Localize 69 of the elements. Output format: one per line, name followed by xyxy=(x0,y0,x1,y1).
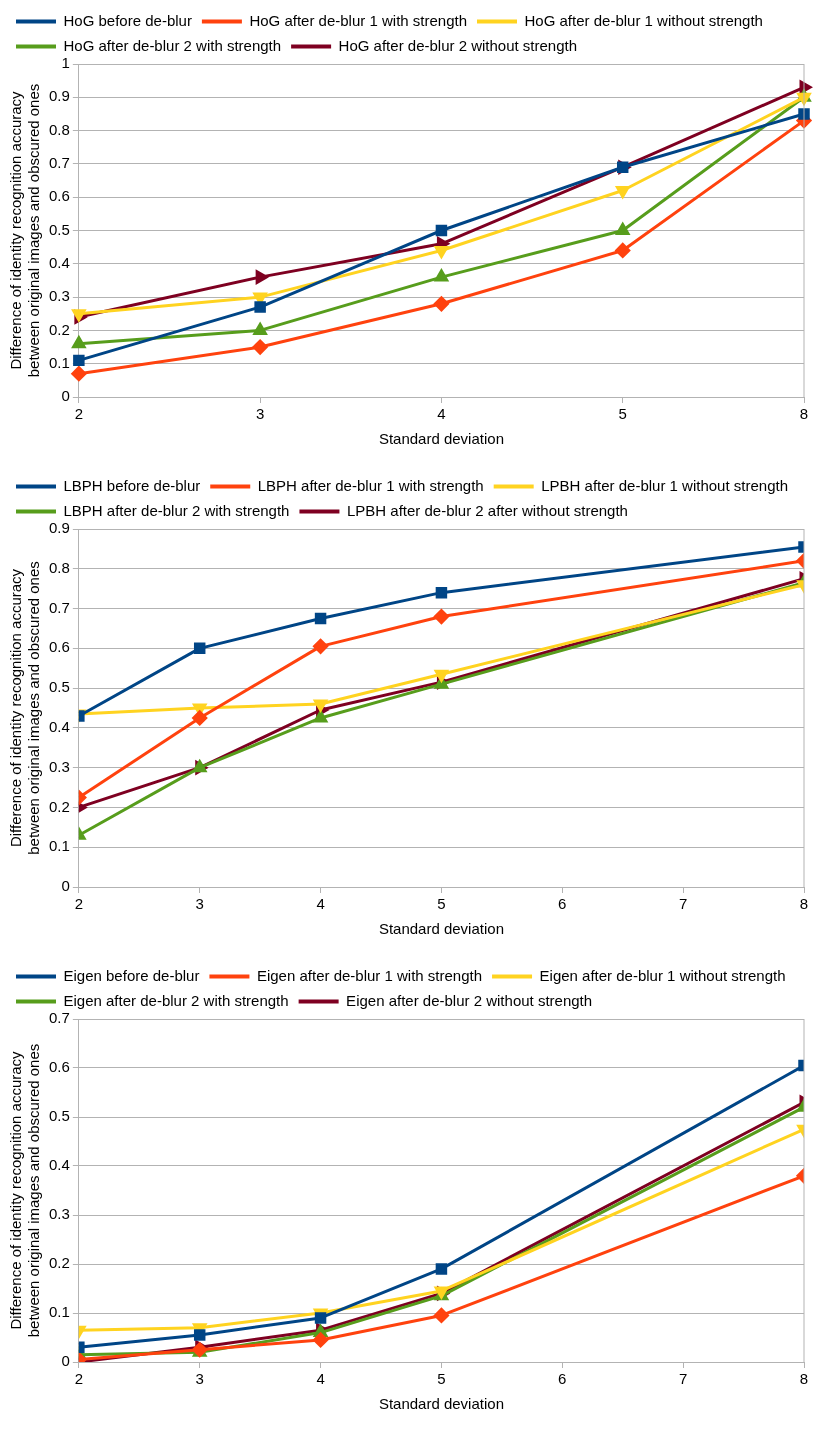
legend-label: LBPH after de-blur 1 with strength xyxy=(257,476,484,494)
y-tick-label: 0.1 xyxy=(48,837,70,855)
y-tick-label: 0.4 xyxy=(48,253,70,271)
x-tick-label: 4 xyxy=(316,1370,325,1388)
x-tick-label: 8 xyxy=(799,895,809,913)
x-tick-label: 6 xyxy=(558,895,567,913)
legend-label: HoG after de-blur 1 without strength xyxy=(524,11,763,29)
x-tick-label: 6 xyxy=(558,1370,567,1388)
x-tick-label: 2 xyxy=(74,405,84,423)
legend-label: HoG after de-blur 2 without strength xyxy=(338,36,578,54)
y-axis-title: Difference of identity recognition accuracy between original images and obscured ones xyxy=(7,83,43,378)
x-tick-label: 2 xyxy=(74,1370,84,1388)
y-tick-label: 0.6 xyxy=(48,638,70,656)
legend-label: HoG before de-blur xyxy=(63,11,192,29)
legend-label: Eigen before de-blur xyxy=(63,966,200,984)
legend-label: Eigen after de-blur 1 without strength xyxy=(539,966,786,984)
y-tick-label: 0.3 xyxy=(48,287,70,305)
y-tick-label: 0.2 xyxy=(48,1254,70,1272)
legend-label: HoG after de-blur 2 with strength xyxy=(63,36,282,54)
y-axis-title: Difference of identity recognition accuracy between original images and obscured ones xyxy=(7,561,43,855)
legend-label: HoG after de-blur 1 with strength xyxy=(249,11,468,29)
y-tick-label: 0.2 xyxy=(48,797,70,815)
x-tick-label: 4 xyxy=(437,405,446,423)
legend-label: LPBH after de-blur 1 without strength xyxy=(541,476,788,494)
x-tick-label: 3 xyxy=(255,405,265,423)
x-tick-label: 8 xyxy=(799,405,809,423)
y-tick-label: 0.5 xyxy=(48,220,70,238)
x-tick-label: 8 xyxy=(799,1370,809,1388)
y-tick-label: 0.4 xyxy=(48,1156,70,1174)
y-tick-label: 0.6 xyxy=(48,187,70,205)
y-tick-label: 0.5 xyxy=(48,678,70,696)
y-tick-label: 0.3 xyxy=(48,757,70,775)
y-tick-label: 0 xyxy=(61,1352,70,1370)
x-axis-title: Standard deviation xyxy=(378,1395,504,1413)
x-tick-label: 4 xyxy=(316,895,325,913)
y-tick-label: 0 xyxy=(61,877,70,895)
x-axis-title: Standard deviation xyxy=(378,920,504,938)
y-tick-label: 0.2 xyxy=(48,320,70,338)
y-axis-title: Difference of identity recognition accuracy between original images and obscured ones xyxy=(7,1043,43,1338)
y-tick-label: 0.6 xyxy=(48,1058,70,1076)
y-tick-label: 0 xyxy=(61,387,70,405)
y-tick-label: 0.1 xyxy=(48,1303,70,1321)
y-tick-label: 0.3 xyxy=(48,1205,70,1223)
y-tick-label: 0.7 xyxy=(48,1009,70,1027)
y-tick-label: 0.1 xyxy=(48,353,70,371)
y-tick-label: 0.9 xyxy=(48,519,70,537)
x-tick-label: 5 xyxy=(618,405,627,423)
y-tick-label: 1 xyxy=(61,54,70,72)
legend-label: Eigen after de-blur 2 without strength xyxy=(346,991,593,1009)
legend-label: LBPH after de-blur 2 with strength xyxy=(63,501,290,519)
legend-label: LBPH before de-blur xyxy=(63,476,201,494)
x-tick-label: 7 xyxy=(678,895,688,913)
y-tick-label: 0.8 xyxy=(48,558,70,576)
y-tick-label: 0.8 xyxy=(48,120,70,138)
x-tick-label: 5 xyxy=(437,895,446,913)
legend-label: LPBH after de-blur 2 after without strength xyxy=(346,501,628,519)
legend-label: Eigen after de-blur 2 with strength xyxy=(63,991,289,1009)
x-tick-label: 2 xyxy=(74,895,84,913)
y-tick-label: 0.7 xyxy=(48,154,70,172)
y-tick-label: 0.7 xyxy=(48,598,70,616)
x-tick-label: 3 xyxy=(195,895,204,913)
x-axis-title: Standard deviation xyxy=(378,430,504,448)
y-tick-label: 0.5 xyxy=(48,1107,70,1125)
x-tick-label: 7 xyxy=(678,1370,688,1388)
legend-label: Eigen after de-blur 1 with strength xyxy=(256,966,483,984)
x-tick-label: 3 xyxy=(195,1370,204,1388)
y-tick-label: 0.9 xyxy=(48,87,70,105)
y-tick-label: 0.4 xyxy=(48,718,70,736)
x-tick-label: 5 xyxy=(437,1370,446,1388)
